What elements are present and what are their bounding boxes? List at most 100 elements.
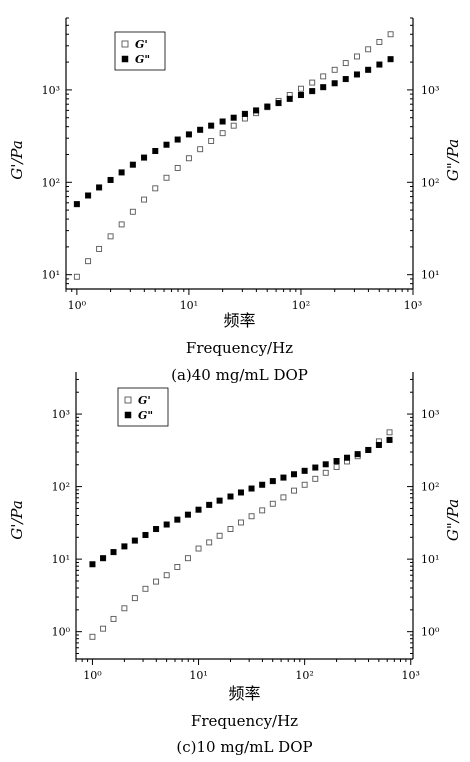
gprime-point — [208, 138, 215, 144]
y-left-tick-label: 10³ — [52, 408, 70, 421]
y-right-tick-label: 10¹ — [421, 553, 439, 566]
y-left-tick-label: 10¹ — [52, 553, 70, 566]
gprime-point — [342, 60, 349, 67]
y-axis-title-right: G"/Pa — [444, 139, 462, 181]
gprime-point — [85, 258, 92, 265]
y-right-tick-label: 10³ — [421, 84, 439, 97]
gprime-point — [301, 481, 308, 488]
y-left-tick-label: 10⁰ — [52, 626, 71, 639]
gprime-point — [312, 475, 319, 482]
x-axis-title-en: Frequency/Hz — [186, 339, 293, 357]
gdoubleprime-point — [301, 467, 308, 474]
gdoubleprime-point — [163, 141, 170, 148]
legend-marker-filled-square — [121, 55, 129, 63]
gprime-point — [280, 494, 287, 501]
gprime-point — [248, 513, 255, 520]
legend-entry: G' — [135, 38, 148, 51]
x-tick-label: 10⁰ — [83, 669, 102, 682]
gdoubleprime-point — [375, 441, 382, 448]
gprime-point — [185, 155, 192, 162]
gdoubleprime-point — [312, 464, 319, 471]
gdoubleprime-point — [237, 489, 244, 496]
gdoubleprime-point — [73, 201, 80, 208]
gprime-point — [153, 578, 160, 585]
y-right-tick-label: 10² — [421, 176, 439, 189]
y-left-tick-label: 10³ — [42, 84, 60, 97]
gdoubleprime-point — [153, 526, 160, 533]
gprime-point — [73, 273, 80, 280]
gdoubleprime-point — [387, 56, 394, 63]
gdoubleprime-point — [322, 461, 329, 468]
gprime-point — [269, 500, 276, 507]
gdoubleprime-point — [331, 80, 338, 87]
x-tick-label: 10² — [295, 669, 313, 682]
gprime-point — [322, 469, 329, 476]
gdoubleprime-point — [354, 451, 361, 458]
gprime-point — [107, 233, 114, 240]
gprime-point — [197, 146, 204, 153]
gdoubleprime-point — [163, 521, 170, 528]
legend: G' G" — [117, 387, 169, 427]
gdoubleprime-point — [184, 511, 191, 518]
gdoubleprime-point — [142, 532, 149, 539]
gprime-point — [353, 53, 360, 60]
gprime-point — [333, 464, 340, 470]
legend-entry: G" — [135, 53, 150, 66]
gprime-point — [216, 532, 223, 539]
gprime-point — [96, 245, 103, 252]
gprime-point — [387, 31, 394, 38]
gprime-point — [386, 429, 393, 436]
gprime-point — [298, 85, 304, 92]
gprime-point — [219, 130, 226, 137]
gdoubleprime-point — [230, 114, 237, 121]
gdoubleprime-point — [253, 107, 260, 114]
gprime-point — [320, 73, 327, 80]
gprime-point — [376, 39, 383, 45]
chart-panel-a: 10⁰ 10¹ 10² 10³ 10¹ 10¹ 10² 10² 10³ 10³ G'/Pa G"/Pa… — [8, 17, 462, 384]
gprime-point — [129, 208, 136, 215]
gdoubleprime-point — [259, 481, 266, 488]
gprime-point — [227, 526, 234, 532]
y-left-tick-label: 10² — [52, 481, 70, 494]
gdoubleprime-point — [333, 458, 340, 465]
y-axis-title-left: G'/Pa — [8, 500, 26, 540]
gdoubleprime-point — [227, 493, 234, 500]
y-right-tick-label: 10³ — [421, 408, 439, 421]
gdoubleprime-point — [286, 95, 293, 102]
gprime-point — [121, 605, 128, 612]
legend-entry: G" — [138, 409, 153, 422]
gprime-point — [365, 46, 372, 53]
gprime-point — [141, 196, 148, 203]
gdoubleprime-point — [174, 136, 181, 143]
gdoubleprime-point — [297, 92, 304, 99]
gdoubleprime-point — [248, 485, 255, 492]
y-axis-title-right: G"/Pa — [444, 499, 462, 541]
gdoubleprime-point — [89, 561, 96, 568]
gdoubleprime-point — [264, 103, 271, 110]
gdoubleprime-point — [365, 446, 372, 453]
gdoubleprime-point — [280, 474, 287, 481]
gprime-point — [163, 174, 170, 181]
gdoubleprime-point — [141, 154, 148, 161]
gprime-point — [118, 221, 125, 228]
gprime-point — [131, 595, 138, 602]
gdoubleprime-point — [208, 122, 215, 129]
gdoubleprime-point — [365, 66, 372, 73]
x-tick-label: 10² — [292, 299, 310, 312]
gprime-point — [100, 625, 107, 632]
gdoubleprime-point — [309, 88, 316, 95]
gprime-point — [110, 615, 117, 622]
y-right-tick-label: 10⁰ — [421, 626, 440, 639]
legend-marker-open-square — [124, 396, 132, 404]
legend-marker-filled-square — [124, 411, 132, 419]
gdoubleprime-point — [386, 436, 393, 443]
legend: G' G" — [114, 31, 166, 71]
gdoubleprime-point — [376, 61, 383, 68]
gdoubleprime-point — [353, 71, 360, 78]
gdoubleprime-point — [269, 478, 276, 485]
gprime-point — [206, 539, 213, 546]
gprime-point — [331, 66, 338, 73]
gdoubleprime-point — [85, 192, 92, 199]
gdoubleprime-point — [241, 110, 248, 117]
legend-marker-open-square — [121, 40, 129, 48]
